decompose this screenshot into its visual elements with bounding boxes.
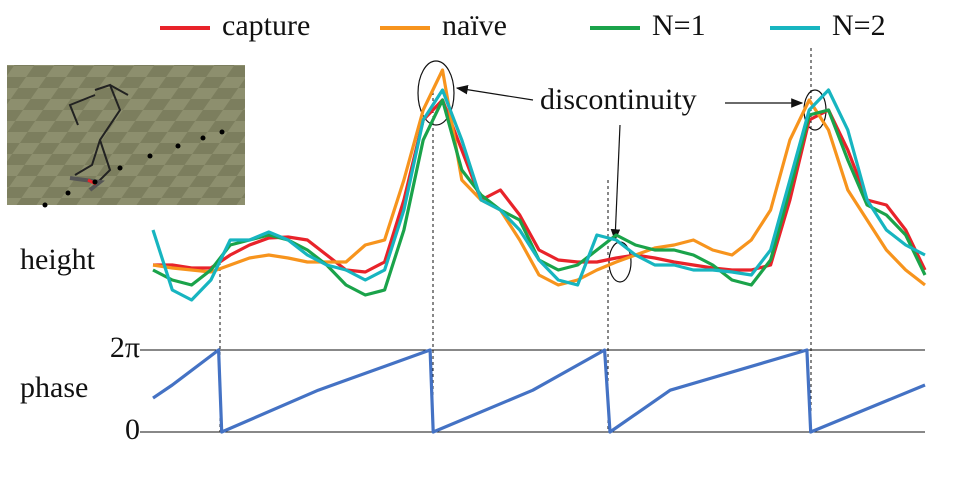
annotation: discontinuity: [540, 83, 697, 116]
legend-label: capture: [222, 9, 310, 42]
legend-label: N=1: [652, 9, 706, 42]
y-axis-label: phase: [20, 371, 88, 404]
y-tick-label: 0: [125, 413, 140, 446]
data-line: [152, 68, 926, 287]
legend-label: N=2: [832, 9, 886, 42]
y-tick-label: 2π: [110, 331, 140, 364]
data-line: [152, 98, 927, 297]
data-line: [152, 348, 926, 434]
legend: capture naïve N=1 N=2: [160, 9, 886, 42]
legend-label: naïve: [442, 9, 507, 42]
data-line: [153, 98, 927, 274]
inset-render: [7, 65, 245, 208]
y-axis-label: height: [20, 243, 96, 276]
data-line: [151, 88, 926, 302]
